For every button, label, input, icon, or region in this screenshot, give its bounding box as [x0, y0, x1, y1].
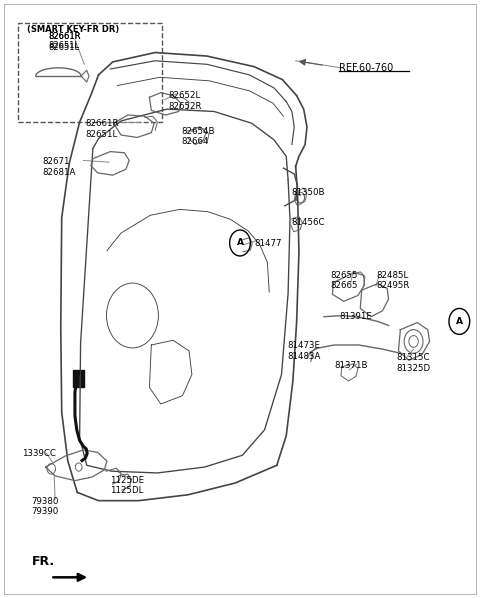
Text: A: A — [456, 317, 463, 326]
Text: 82671
82681A: 82671 82681A — [43, 157, 76, 177]
Text: 1339CC: 1339CC — [22, 449, 56, 458]
Text: 81350B: 81350B — [291, 188, 324, 197]
Text: 82661R
82651L: 82661R 82651L — [48, 32, 81, 52]
Bar — [73, 370, 84, 388]
Text: 81315C
81325D: 81315C 81325D — [396, 353, 431, 373]
Text: 82652L
82652R: 82652L 82652R — [168, 91, 202, 111]
Text: 79380
79390: 79380 79390 — [32, 496, 59, 516]
Text: 82654B
82664: 82654B 82664 — [181, 127, 215, 147]
Text: A: A — [237, 239, 243, 248]
Text: FR.: FR. — [32, 555, 55, 568]
Text: (SMART KEY-FR DR): (SMART KEY-FR DR) — [27, 25, 119, 34]
Text: 82485L
82495R: 82485L 82495R — [377, 271, 410, 290]
Text: 81477: 81477 — [254, 239, 282, 248]
Text: 82661R
82651L: 82661R 82651L — [85, 119, 119, 139]
Text: 82651L: 82651L — [48, 41, 79, 50]
Text: 81473E
81483A: 81473E 81483A — [287, 341, 321, 361]
Text: 82655
82665: 82655 82665 — [331, 271, 358, 290]
Text: 81371B: 81371B — [335, 361, 368, 370]
Text: 81391E: 81391E — [339, 312, 372, 321]
Text: 1125DE
1125DL: 1125DE 1125DL — [110, 476, 144, 495]
Text: 81456C: 81456C — [291, 218, 324, 227]
Text: 82661R: 82661R — [48, 32, 81, 41]
Text: REF.60-760: REF.60-760 — [339, 63, 393, 73]
